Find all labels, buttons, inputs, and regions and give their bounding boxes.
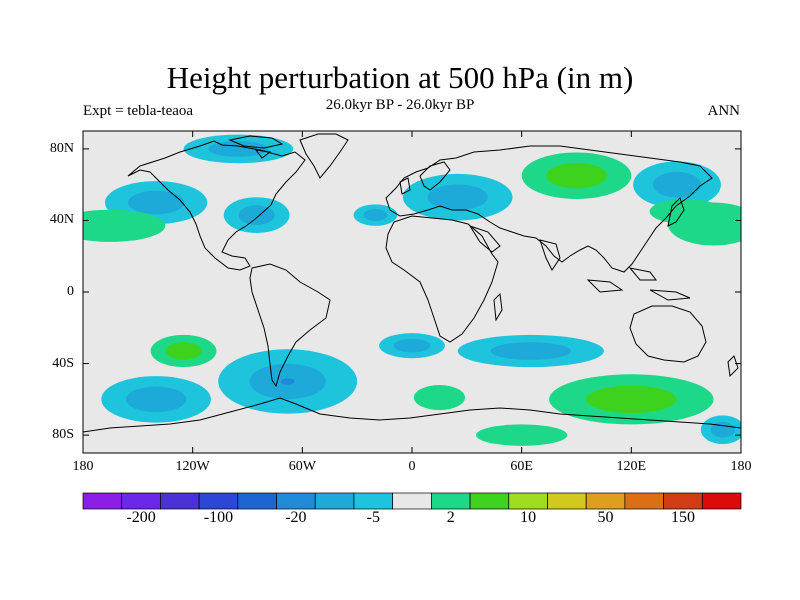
colorbar-swatch: [701, 492, 742, 510]
colorbar-swatch: [276, 492, 316, 510]
coastline-africa: [385, 215, 499, 343]
lat-tick-label: 0: [67, 284, 74, 299]
coastline-british-isles: [399, 177, 411, 195]
colorbar-label: -100: [203, 509, 234, 526]
coastline-scandinavia: [419, 161, 451, 191]
contour-dateline-high-west-level-1: [83, 209, 166, 242]
contour-siberia-high-level-2: [546, 162, 607, 189]
colorbar-swatch: [585, 492, 626, 510]
contour-south-pacific-high-level-2: [165, 342, 202, 360]
colorbar-swatch: [353, 492, 393, 510]
colorbar-swatch: [82, 492, 123, 510]
colorbar-swatch: [314, 492, 355, 510]
axis-ticks: [82, 131, 742, 453]
season-label: ANN: [707, 103, 741, 119]
lon-tick-label: 180: [730, 459, 752, 474]
coastline-new-zealand: [727, 355, 739, 378]
lat-tick-label: 80N: [49, 140, 74, 156]
contour-layer: [83, 134, 741, 446]
colorbar-label: 50: [597, 509, 614, 526]
contour-south-atlantic-high-level-1: [413, 385, 466, 411]
colorbar-label: 10: [520, 509, 537, 526]
colorbar: [82, 492, 742, 510]
lon-tick-label: 0: [408, 459, 416, 474]
contour-eurasia-low-level-2: [427, 184, 488, 210]
map-title: Height perturbation at 500 hPa (in m): [166, 60, 634, 95]
coastline-japan: [667, 197, 685, 227]
lat-tick-label: 80S: [52, 427, 74, 443]
contour-north-pacific-low-level-2: [127, 190, 185, 215]
coastline-greenland: [299, 133, 349, 179]
contour-south-indian-low-level-2: [490, 342, 572, 360]
lat-tick-label: 40S: [52, 355, 74, 371]
coastline-maritime-se-asia: [586, 267, 691, 301]
colorbar-swatch: [237, 492, 277, 510]
colorbar-label: 2: [446, 509, 455, 526]
contour-east-atlantic-low-level-2: [363, 209, 388, 221]
lon-tick-label: 120W: [175, 459, 210, 474]
coastline-india-arabia: [468, 225, 561, 271]
contour-south-atlantic-low-level-2: [393, 338, 431, 353]
coastline-antarctica: [83, 397, 741, 433]
lat-tick-label: 40N: [49, 212, 74, 228]
colorbar-swatch: [547, 492, 587, 510]
lon-tick-label: 60E: [510, 459, 533, 474]
colorbar-label: -5: [366, 509, 380, 526]
coastline-eurasia: [385, 145, 713, 273]
colorbar-swatch: [663, 492, 703, 510]
experiment-label: Expt = tebla-teaoa: [83, 103, 194, 119]
contour-north-atlantic-low-level-2: [238, 205, 275, 225]
colorbar-swatch: [469, 492, 510, 510]
lon-tick-label: 60W: [288, 459, 316, 474]
colorbar-label: -20: [285, 509, 307, 526]
contour-west-pacific-low-level-2: [652, 171, 702, 198]
colorbar-swatch: [121, 492, 161, 510]
colorbar-label: -200: [126, 509, 156, 526]
colorbar-label: 150: [670, 509, 695, 526]
contour-antarctic-coast-high-level-1: [475, 424, 568, 446]
coastline-arctic-islands: [228, 135, 284, 159]
coastline-layer: [83, 133, 741, 433]
coastline-madagascar: [493, 292, 503, 322]
colorbar-swatch: [392, 492, 432, 510]
contour-east-pacific-low-level-2: [710, 421, 735, 438]
colorbar-swatch: [160, 492, 200, 510]
coastline-south-america: [249, 263, 331, 388]
colorbar-swatch: [624, 492, 664, 510]
contour-south-pacific-low-level-2: [125, 386, 187, 413]
colorbar-swatch: [508, 492, 548, 510]
contour-south-america-low-level-3: [280, 378, 295, 385]
contour-east-asia-high-level-1: [649, 198, 723, 225]
coastline-australia: [629, 305, 707, 363]
contour-southern-ocean-high-level-2: [586, 385, 677, 414]
lon-tick-label: 180: [72, 459, 94, 474]
colorbar-swatch: [198, 492, 239, 510]
lon-tick-label: 120E: [616, 459, 647, 474]
map-subtitle: 26.0kyr BP - 26.0kyr BP: [325, 97, 475, 113]
colorbar-swatch: [431, 492, 471, 510]
